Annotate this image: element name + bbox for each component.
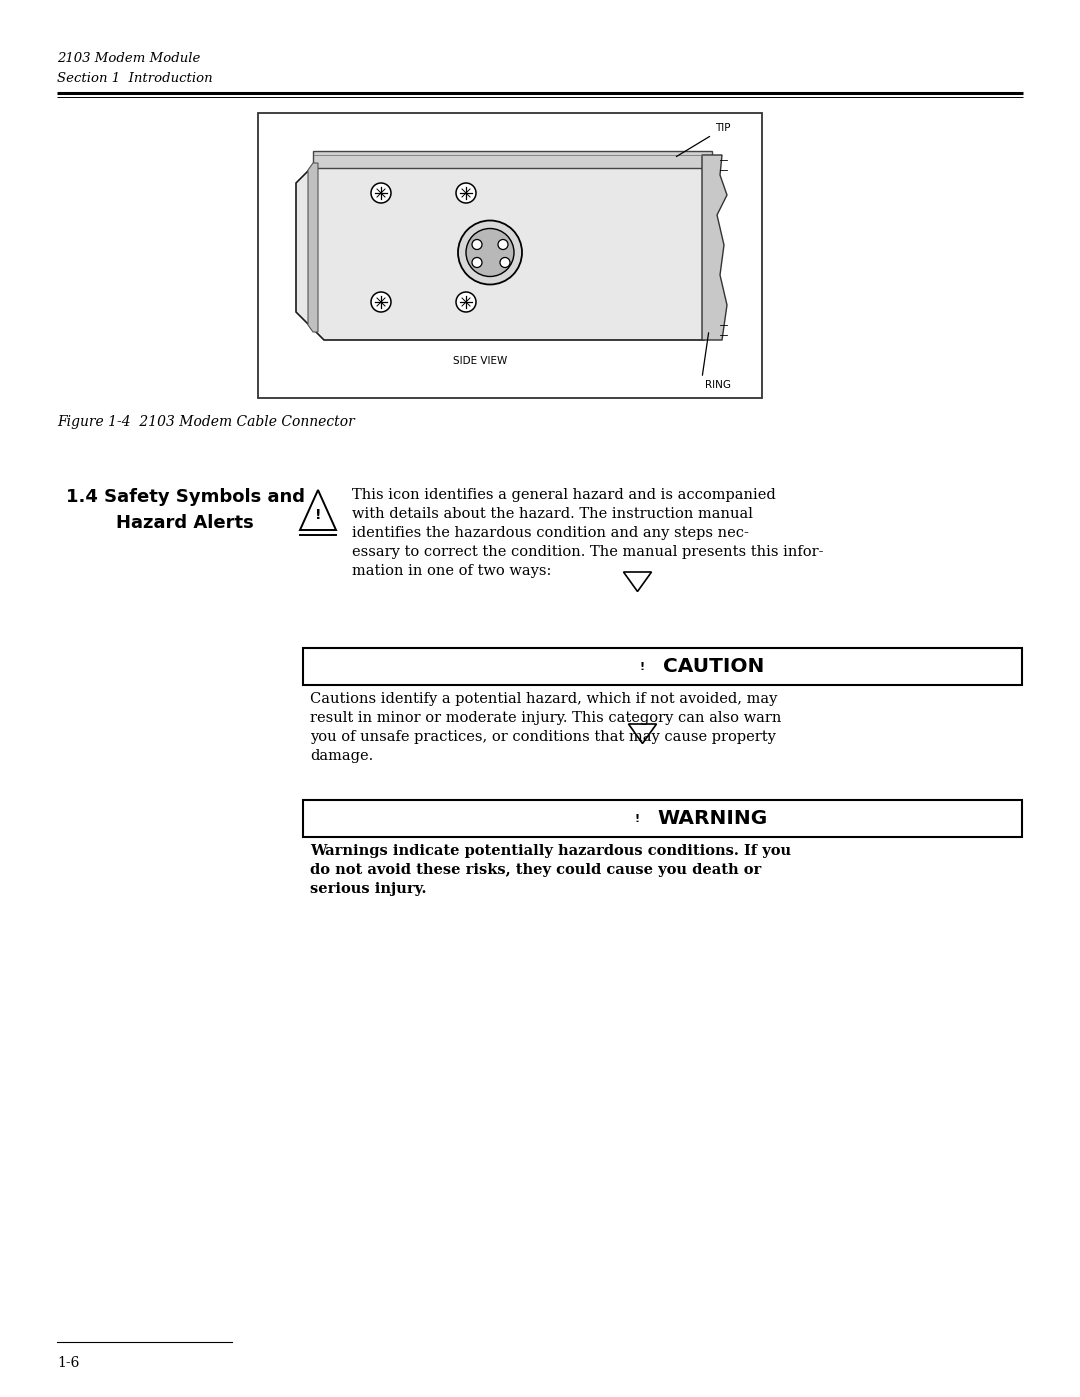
Text: SIDE VIEW: SIDE VIEW (453, 356, 508, 366)
Circle shape (458, 221, 522, 285)
Circle shape (500, 257, 510, 267)
Text: with details about the hazard. The instruction manual: with details about the hazard. The instr… (352, 507, 753, 521)
Text: !: ! (314, 507, 321, 522)
Circle shape (465, 229, 514, 277)
Circle shape (372, 183, 391, 203)
Polygon shape (296, 155, 704, 339)
Polygon shape (629, 724, 657, 743)
Text: Figure 1-4  2103 Modem Cable Connector: Figure 1-4 2103 Modem Cable Connector (57, 415, 354, 429)
Polygon shape (300, 490, 336, 529)
Circle shape (472, 239, 482, 250)
Text: Cautions identify a potential hazard, which if not avoided, may: Cautions identify a potential hazard, wh… (310, 692, 778, 705)
Text: 2103 Modem Module: 2103 Modem Module (57, 52, 201, 66)
Text: essary to correct the condition. The manual presents this infor-: essary to correct the condition. The man… (352, 545, 824, 559)
Text: identifies the hazardous condition and any steps nec-: identifies the hazardous condition and a… (352, 527, 748, 541)
Polygon shape (308, 163, 318, 332)
Circle shape (472, 257, 482, 267)
Text: damage.: damage. (310, 749, 374, 763)
Text: you of unsafe practices, or conditions that may cause property: you of unsafe practices, or conditions t… (310, 731, 775, 745)
Text: 1.4 Safety Symbols and: 1.4 Safety Symbols and (66, 488, 305, 506)
Text: !: ! (640, 662, 645, 672)
Text: Hazard Alerts: Hazard Alerts (117, 514, 254, 532)
Circle shape (372, 292, 391, 312)
Circle shape (498, 239, 508, 250)
Circle shape (456, 183, 476, 203)
Polygon shape (702, 155, 727, 339)
Polygon shape (313, 151, 712, 168)
Text: Warnings indicate potentially hazardous conditions. If you: Warnings indicate potentially hazardous … (310, 844, 792, 858)
Text: mation in one of two ways:: mation in one of two ways: (352, 564, 552, 578)
Text: !: ! (635, 814, 640, 824)
Text: result in minor or moderate injury. This category can also warn: result in minor or moderate injury. This… (310, 711, 781, 725)
Text: WARNING: WARNING (658, 809, 768, 828)
Text: RING: RING (705, 380, 731, 390)
Text: do not avoid these risks, they could cause you death or: do not avoid these risks, they could cau… (310, 863, 761, 877)
Bar (258, 113, 762, 398)
Text: serious injury.: serious injury. (310, 882, 427, 895)
Text: Section 1  Introduction: Section 1 Introduction (57, 73, 213, 85)
Text: 1-6: 1-6 (57, 1356, 79, 1370)
Bar (303, 800, 1022, 837)
Text: This icon identifies a general hazard and is accompanied: This icon identifies a general hazard an… (352, 488, 775, 502)
Circle shape (456, 292, 476, 312)
Bar (303, 648, 1022, 685)
Text: TIP: TIP (715, 123, 730, 133)
Text: CAUTION: CAUTION (662, 657, 764, 676)
Polygon shape (623, 571, 651, 591)
